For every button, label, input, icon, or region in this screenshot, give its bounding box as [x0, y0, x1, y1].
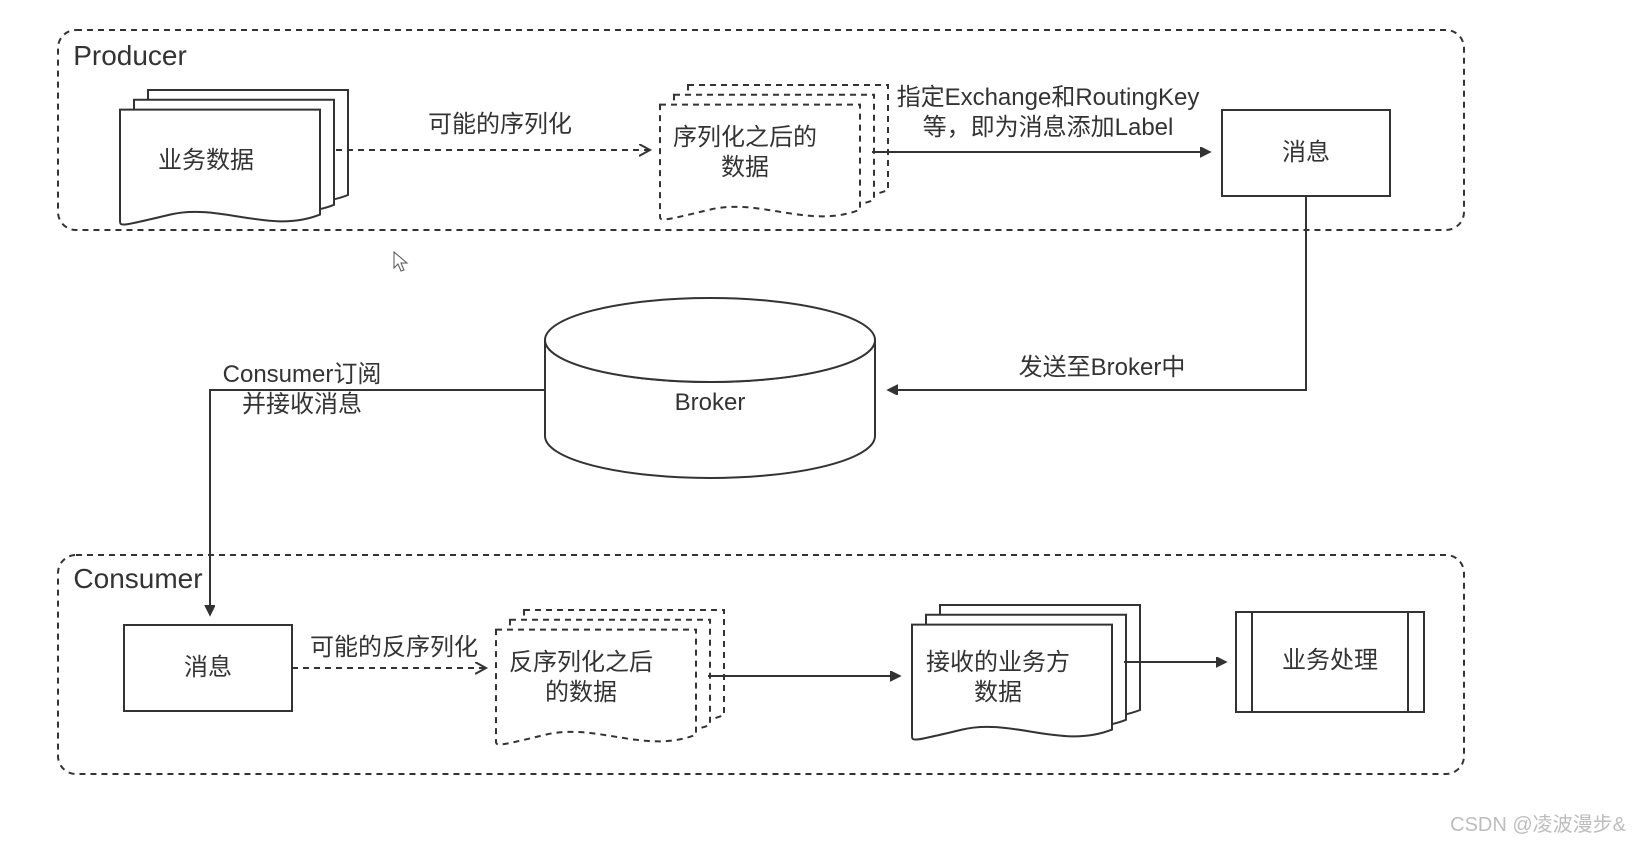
edge-e1-label: 可能的序列化 — [428, 111, 572, 138]
edge-e5-label: 可能的反序列化 — [310, 634, 478, 661]
consumer-title: Consumer — [73, 563, 202, 594]
cursor-icon — [394, 252, 407, 271]
producer-title: Producer — [73, 40, 187, 71]
deserialized-data-node — [496, 610, 724, 745]
biz-data-label: 业务数据 — [158, 147, 254, 174]
broker-label: Broker — [675, 389, 746, 416]
serialized-data-node — [660, 85, 888, 220]
watermark: CSDN @凌波漫步& — [1450, 813, 1627, 836]
biz-process-label: 业务处理 — [1282, 647, 1378, 674]
edge-e4 — [210, 390, 545, 615]
broker-node — [545, 298, 875, 478]
edge-e2-label: 指定Exchange和RoutingKey等，即为消息添加Label — [897, 84, 1200, 141]
message-producer-label: 消息 — [1282, 139, 1330, 166]
message-consumer-label: 消息 — [184, 654, 232, 681]
edge-e3-label: 发送至Broker中 — [1019, 354, 1186, 381]
